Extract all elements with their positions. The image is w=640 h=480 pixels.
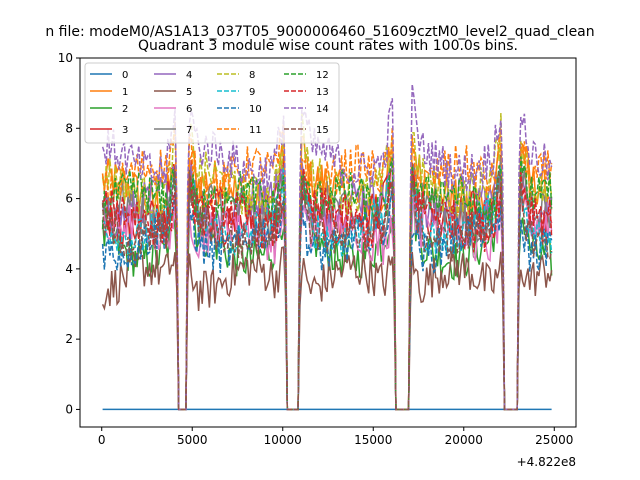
legend-label-7: 7: [186, 125, 192, 136]
x-tick-label: 10000: [264, 433, 302, 447]
legend-label-8: 8: [249, 70, 255, 81]
y-tick-label: 10: [58, 51, 73, 65]
legend-label-15: 15: [316, 125, 329, 136]
legend-label-9: 9: [249, 87, 255, 98]
x-axis: 0 5000 10000 15000 20000 25000: [98, 427, 573, 447]
axes-frame: [79, 57, 577, 428]
legend-label-4: 4: [186, 70, 192, 81]
y-tick-label: 0: [65, 402, 73, 416]
y-tick-label: 6: [65, 192, 73, 206]
legend-label-12: 12: [316, 70, 329, 81]
legend-label-0: 0: [122, 70, 128, 81]
legend-label-10: 10: [249, 104, 262, 115]
y-tick-label: 8: [65, 121, 73, 135]
x-offset-label: +4.822e8: [517, 455, 576, 469]
legend-label-5: 5: [186, 87, 192, 98]
legend-label-14: 14: [316, 104, 329, 115]
legend-label-2: 2: [122, 104, 128, 115]
x-tick-label: 25000: [535, 433, 573, 447]
x-tick-label: 5000: [177, 433, 208, 447]
legend-frame: [84, 62, 340, 144]
legend-label-3: 3: [122, 125, 128, 136]
y-axis: 0 2 4 6 8 10: [58, 51, 80, 416]
y-tick-label: 4: [65, 262, 73, 276]
series-line-15: [101, 169, 553, 411]
legend-label-11: 11: [249, 125, 262, 136]
y-tick-label: 2: [65, 332, 73, 346]
legend-label-1: 1: [122, 87, 128, 98]
series-line-11: [101, 121, 553, 411]
legend-label-6: 6: [186, 104, 192, 115]
legend-label-13: 13: [316, 87, 329, 98]
plot-area: [79, 57, 577, 428]
x-tick-label: 20000: [445, 433, 483, 447]
figure-suptitle: n file: modeM0/AS1A13_037T05_9000006460_…: [45, 24, 594, 40]
chart-title: Quadrant 3 module wise count rates with …: [138, 38, 518, 54]
x-tick-label: 0: [98, 433, 106, 447]
series-layer: [101, 84, 553, 411]
x-tick-label: 15000: [354, 433, 392, 447]
